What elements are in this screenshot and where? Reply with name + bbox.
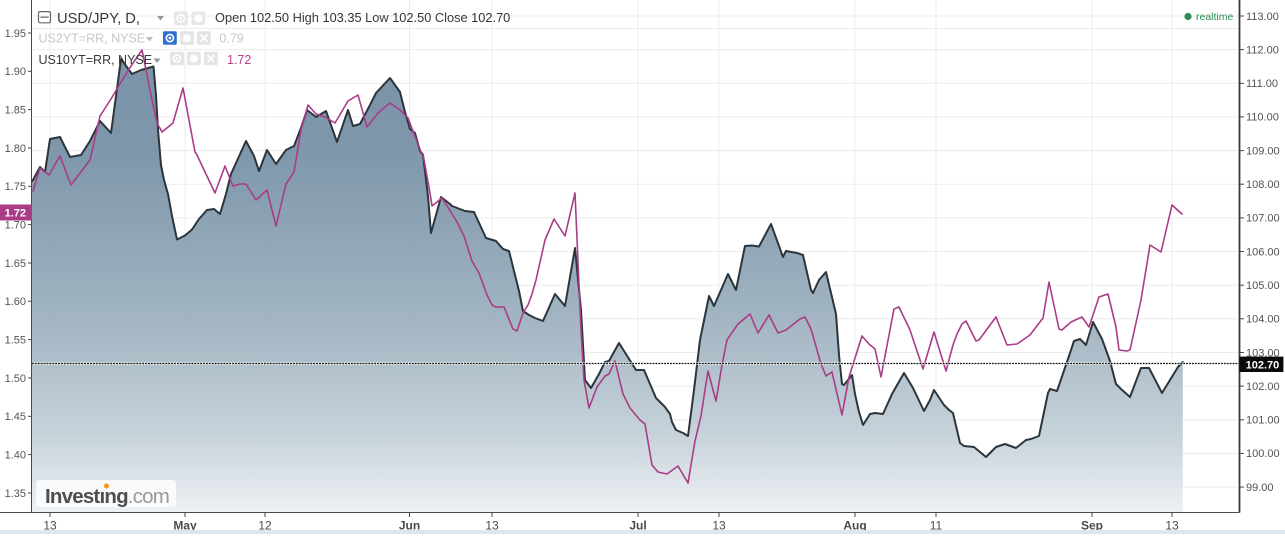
svg-text:1.75: 1.75 <box>5 181 26 193</box>
svg-text:1.40: 1.40 <box>5 449 26 461</box>
svg-text:13: 13 <box>485 519 499 533</box>
svg-text:101.00: 101.00 <box>1246 415 1280 427</box>
svg-text:103.00: 103.00 <box>1246 347 1280 359</box>
svg-text:1.90: 1.90 <box>5 66 26 78</box>
svg-text:0.79: 0.79 <box>219 32 243 46</box>
svg-text:1.45: 1.45 <box>5 411 26 423</box>
svg-text:US10YT=RR, NYSE: US10YT=RR, NYSE <box>39 53 153 67</box>
svg-text:Investıng.com: Investıng.com <box>45 485 169 508</box>
svg-text:112.00: 112.00 <box>1246 44 1279 56</box>
svg-text:1.72: 1.72 <box>227 53 251 67</box>
svg-text:1.60: 1.60 <box>5 296 26 308</box>
svg-text:108.00: 108.00 <box>1246 179 1280 191</box>
svg-text:102.70: 102.70 <box>1246 360 1280 372</box>
svg-text:USD/JPY, D,: USD/JPY, D, <box>57 11 140 27</box>
svg-text:Sep: Sep <box>1081 519 1103 533</box>
svg-text:1.35: 1.35 <box>5 488 26 500</box>
svg-text:110.00: 110.00 <box>1246 112 1279 124</box>
svg-text:1.50: 1.50 <box>5 373 26 385</box>
svg-text:Jun: Jun <box>399 519 420 533</box>
svg-text:104.00: 104.00 <box>1246 314 1280 326</box>
svg-text:12: 12 <box>258 519 272 533</box>
svg-text:Open 102.50 High 103.35 Low 10: Open 102.50 High 103.35 Low 102.50 Close… <box>215 10 510 25</box>
svg-text:113.00: 113.00 <box>1246 11 1279 23</box>
svg-text:13: 13 <box>43 519 57 533</box>
svg-text:1.70: 1.70 <box>5 219 26 231</box>
svg-text:realtime: realtime <box>1196 11 1234 23</box>
svg-text:100.00: 100.00 <box>1246 448 1280 460</box>
svg-text:105.00: 105.00 <box>1246 280 1280 292</box>
svg-text:11: 11 <box>930 519 943 533</box>
svg-text:1.80: 1.80 <box>5 143 26 155</box>
svg-text:1.72: 1.72 <box>5 208 26 220</box>
svg-text:13: 13 <box>1165 519 1179 533</box>
svg-text:99.00: 99.00 <box>1246 482 1274 494</box>
svg-text:102.00: 102.00 <box>1246 381 1280 393</box>
svg-text:US2YT=RR, NYSE: US2YT=RR, NYSE <box>39 32 146 46</box>
svg-text:109.00: 109.00 <box>1246 145 1280 157</box>
svg-text:1.95: 1.95 <box>5 28 26 40</box>
svg-text:1.85: 1.85 <box>5 105 26 117</box>
svg-text:1.55: 1.55 <box>5 334 26 346</box>
svg-text:Aug: Aug <box>843 519 866 533</box>
svg-text:Jul: Jul <box>629 519 646 533</box>
svg-text:106.00: 106.00 <box>1246 246 1280 258</box>
svg-text:111.00: 111.00 <box>1246 78 1278 90</box>
svg-text:13: 13 <box>712 519 726 533</box>
svg-text:1.65: 1.65 <box>5 258 26 270</box>
svg-text:107.00: 107.00 <box>1246 213 1280 225</box>
svg-text:May: May <box>173 519 197 533</box>
